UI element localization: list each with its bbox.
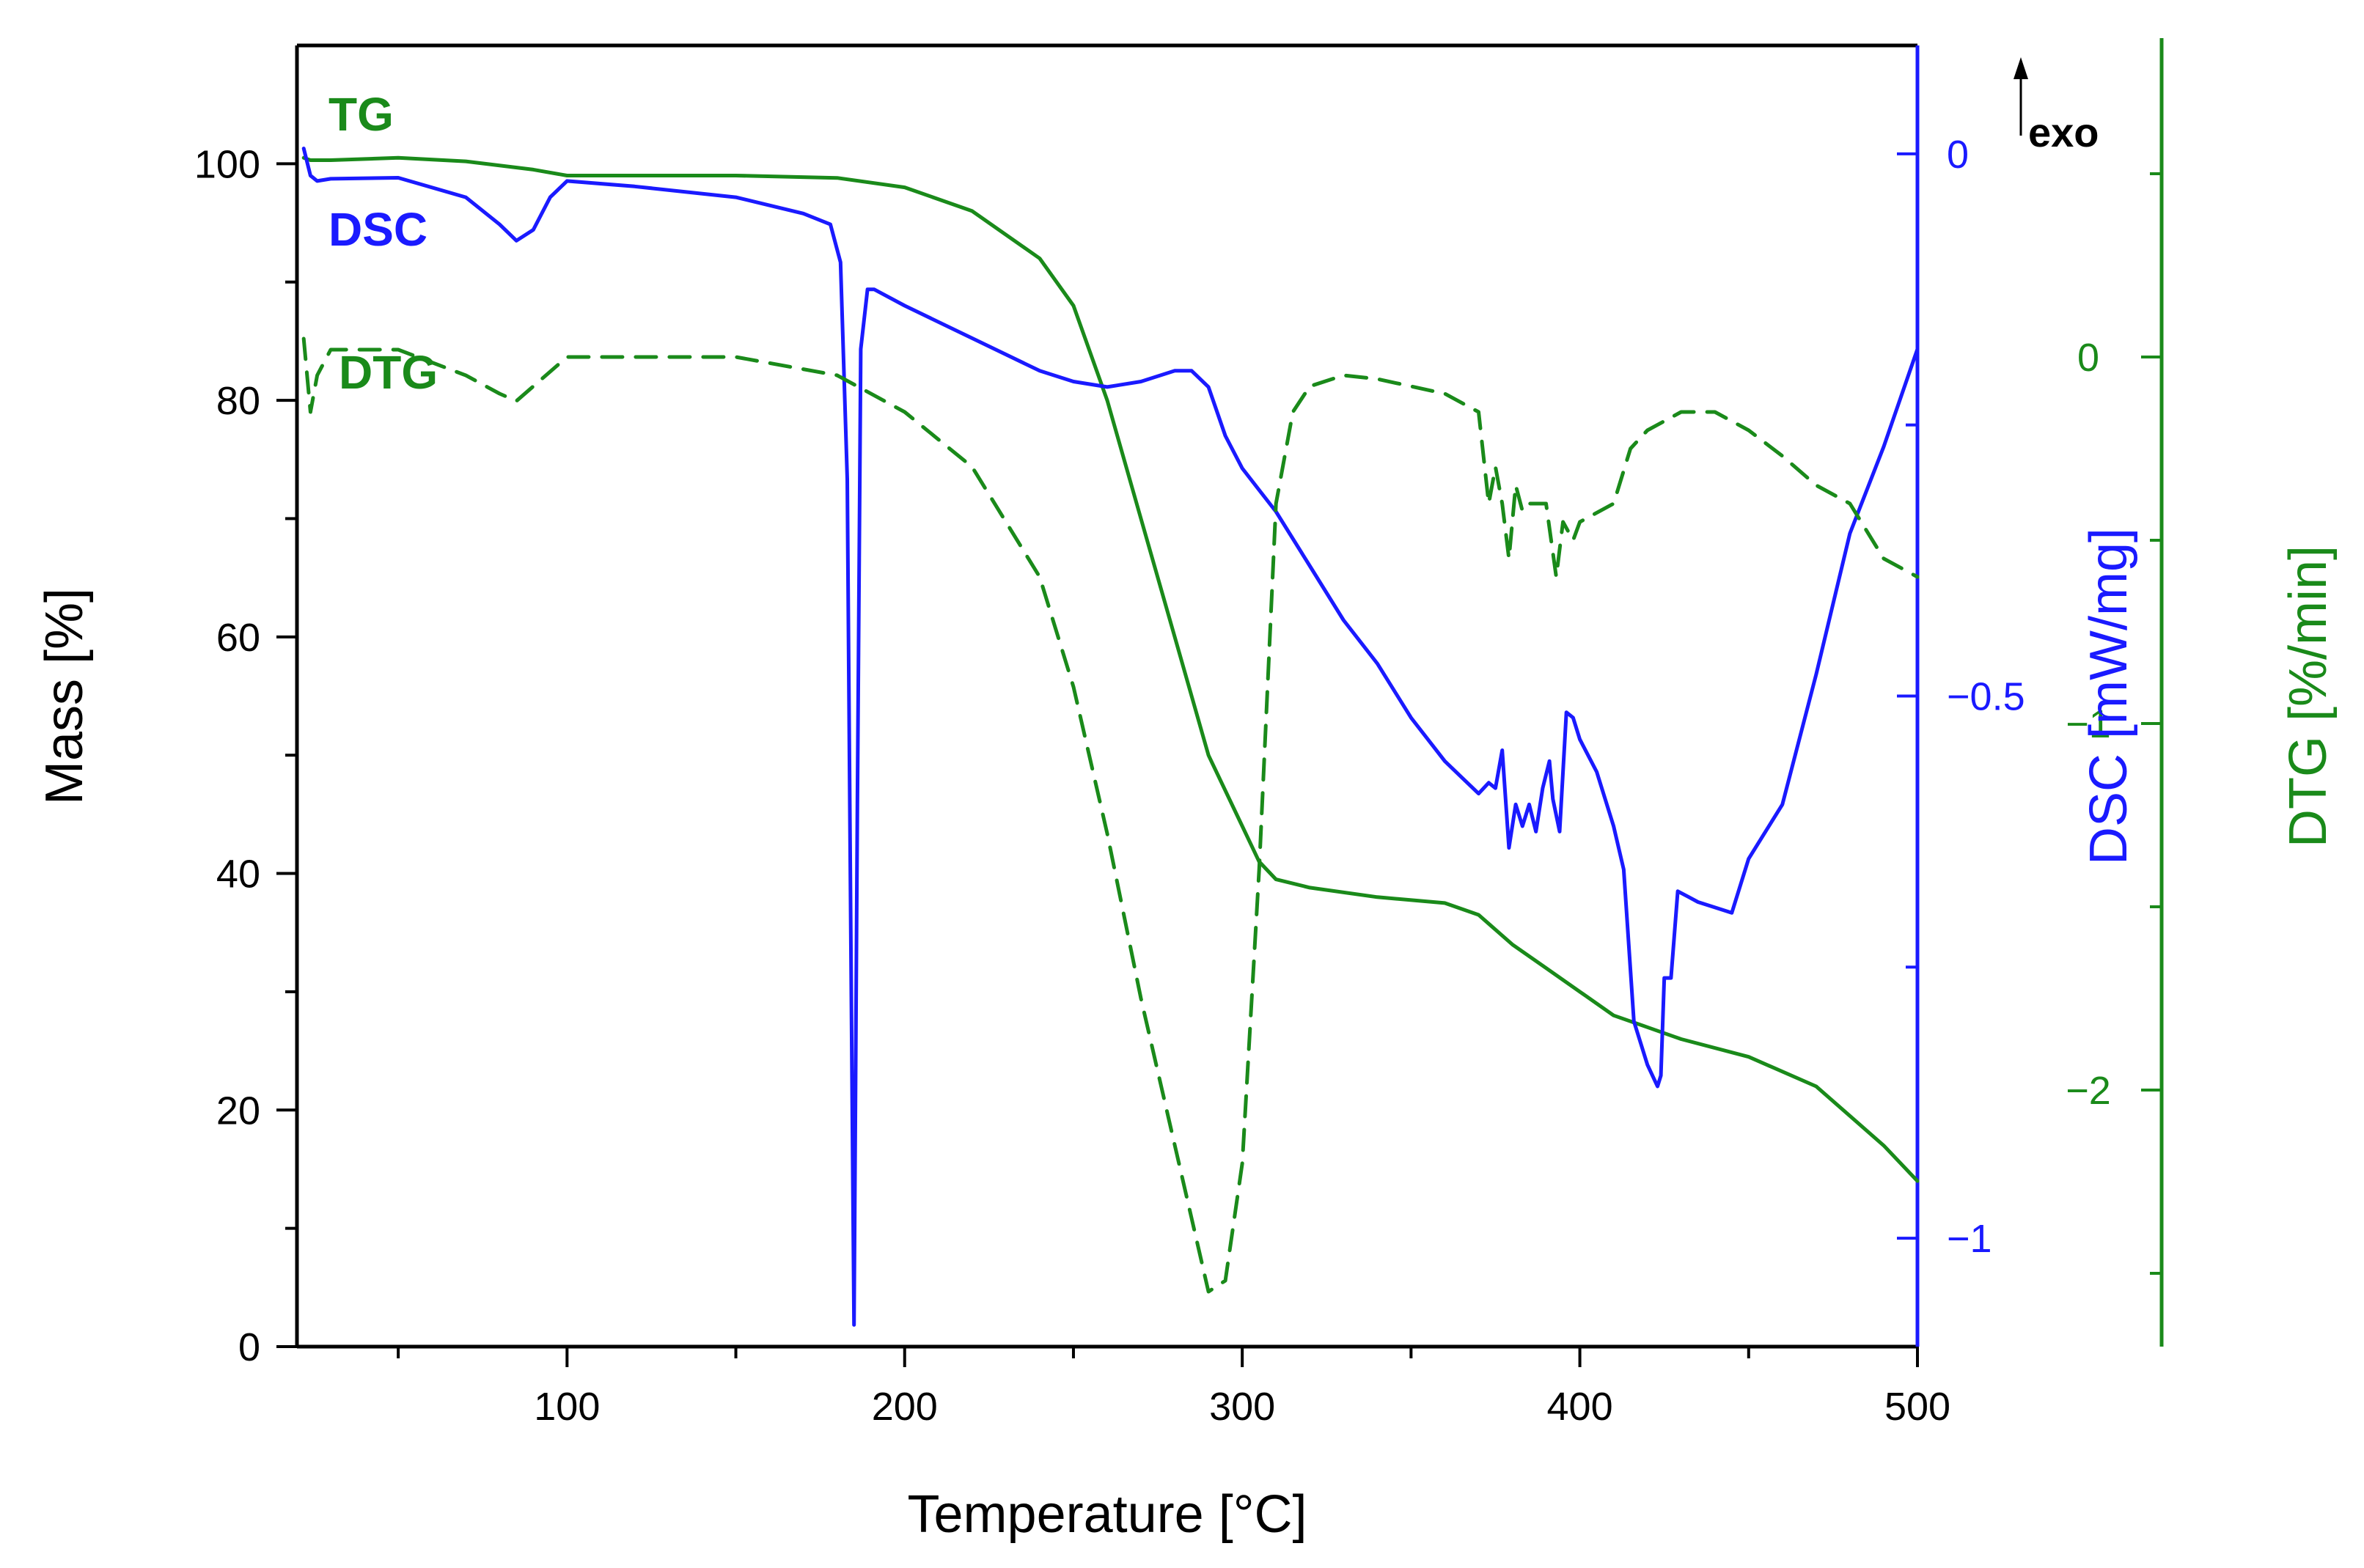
- mass-tick-label: 80: [216, 379, 260, 423]
- data-series: [301, 147, 1920, 1327]
- dtg-tick-label: −2: [2066, 1069, 2111, 1113]
- y-axis-title: Mass [%]: [35, 588, 94, 805]
- dtg-series-line: [301, 336, 1920, 1294]
- tg-series-label: TG: [328, 88, 394, 141]
- x-tick-label: 400: [1547, 1385, 1613, 1429]
- x-tick-label: 300: [1209, 1385, 1275, 1429]
- dsc-tick-label: −1: [1947, 1217, 1992, 1261]
- x-tick-label: 500: [1884, 1385, 1950, 1429]
- plot-frame: [295, 38, 2164, 1349]
- dsc-axis-title: DSC [mW/mg]: [2079, 528, 2138, 865]
- exo-label: exo: [2028, 109, 2099, 155]
- x-axis-title: Temperature [°C]: [908, 1485, 1307, 1544]
- dtg-series-label: DTG: [339, 346, 438, 399]
- dtg-tick-label: 0: [2077, 336, 2099, 380]
- mass-tick-label: 40: [216, 853, 260, 897]
- x-tick-label: 100: [534, 1385, 600, 1429]
- exo-indicator: exo: [2014, 57, 2099, 155]
- dsc-tick-label: −0.5: [1947, 675, 2025, 719]
- dtg-axis-title: DTG [%/min]: [2279, 545, 2338, 847]
- dtg-tick-label: −1: [2066, 702, 2111, 746]
- axis-ticks: [276, 152, 2162, 1367]
- mass-tick-label: 100: [194, 142, 260, 186]
- mass-tick-label: 60: [216, 616, 260, 660]
- dsc-series-label: DSC: [328, 203, 427, 256]
- tg-series-line: [301, 155, 1920, 1183]
- dsc-tick-label: 0: [1947, 133, 1969, 177]
- exo-arrow-icon: [2014, 57, 2028, 79]
- mass-tick-label: 0: [238, 1325, 260, 1369]
- mass-tick-label: 20: [216, 1089, 260, 1133]
- dsc-series-line: [301, 147, 1920, 1327]
- tick-labels: 100 200 300 400 500 0 20 40 60 80 100 0 −0.5 −1 0 −1 −2: [194, 133, 2111, 1429]
- x-tick-label: 200: [872, 1385, 938, 1429]
